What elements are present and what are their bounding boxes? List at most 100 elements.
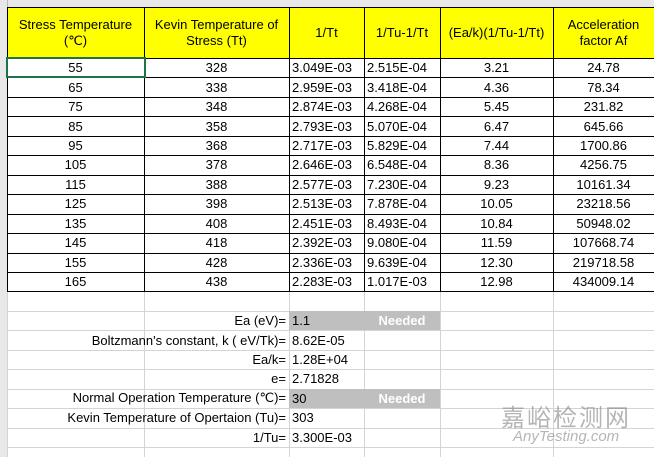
table-cell: 9.080E-04 bbox=[364, 233, 440, 253]
table-cell: 4.36 bbox=[440, 77, 553, 97]
table-cell: 2.646E-03 bbox=[289, 155, 364, 175]
table-cell: 231.82 bbox=[553, 96, 654, 117]
grid-line bbox=[7, 369, 654, 371]
table-cell: 12.98 bbox=[440, 271, 553, 292]
table-border bbox=[7, 7, 654, 8]
table-border bbox=[7, 58, 654, 59]
table-cell: 2.451E-03 bbox=[289, 213, 364, 234]
column-header: Stress Temperature (℃) bbox=[7, 7, 144, 58]
table-cell: 4.268E-04 bbox=[364, 96, 440, 117]
table-border bbox=[7, 116, 654, 118]
table-border bbox=[7, 291, 654, 293]
grid-line bbox=[7, 447, 654, 448]
table-cell: 78.34 bbox=[553, 77, 654, 97]
table-cell: 9.23 bbox=[440, 174, 553, 195]
table-cell: 10161.34 bbox=[553, 174, 654, 195]
table-cell: 5.45 bbox=[440, 96, 553, 117]
table-cell: 165 bbox=[7, 271, 144, 292]
grid-line bbox=[7, 349, 654, 351]
table-cell: 75 bbox=[7, 96, 144, 117]
table-cell: 24.78 bbox=[553, 58, 654, 78]
table-border bbox=[7, 174, 654, 176]
table-cell: 107668.74 bbox=[553, 233, 654, 253]
table-border bbox=[144, 7, 145, 292]
table-border bbox=[7, 233, 654, 235]
grid-line bbox=[7, 427, 654, 429]
table-border bbox=[7, 7, 8, 292]
table-cell: 338 bbox=[144, 77, 289, 97]
table-border bbox=[7, 77, 654, 79]
table-cell: 50948.02 bbox=[553, 213, 654, 234]
table-cell: 55 bbox=[7, 58, 144, 78]
table-border bbox=[7, 155, 654, 157]
table-cell: 1.017E-03 bbox=[364, 271, 440, 292]
table-cell: 428 bbox=[144, 252, 289, 272]
table-cell: 11.59 bbox=[440, 233, 553, 253]
table-border bbox=[7, 252, 654, 254]
table-cell: 368 bbox=[144, 135, 289, 156]
table-cell: 3.049E-03 bbox=[289, 58, 364, 78]
column-header: (Ea/k)(1/Tu-1/Tt) bbox=[440, 7, 553, 58]
table-cell: 155 bbox=[7, 252, 144, 272]
table-cell: 7.44 bbox=[440, 135, 553, 156]
table-border bbox=[7, 135, 654, 137]
param-value: 8.62E-05 bbox=[292, 332, 345, 348]
param-value: 3.300E-03 bbox=[292, 429, 352, 445]
param-label: Normal Operation Temperature (℃)= bbox=[72, 390, 286, 406]
table-cell: 23218.56 bbox=[553, 194, 654, 214]
table-cell: 2.717E-03 bbox=[289, 135, 364, 156]
param-label: Ea (eV)= bbox=[234, 313, 286, 329]
table-cell: 8.36 bbox=[440, 155, 553, 175]
table-cell: 2.336E-03 bbox=[289, 252, 364, 272]
table-cell: 9.639E-04 bbox=[364, 252, 440, 272]
table-cell: 4256.75 bbox=[553, 155, 654, 175]
param-value: 2.71828 bbox=[292, 371, 339, 387]
table-cell: 418 bbox=[144, 233, 289, 253]
table-cell: 328 bbox=[144, 58, 289, 78]
watermark-url: AnyTesting.com bbox=[513, 428, 620, 445]
table-cell: 10.84 bbox=[440, 213, 553, 234]
table-border bbox=[440, 7, 441, 292]
param-label: 1/Tu= bbox=[252, 429, 286, 445]
table-cell: 378 bbox=[144, 155, 289, 175]
table-cell: 95 bbox=[7, 135, 144, 156]
param-value: 1.1 bbox=[289, 310, 364, 331]
grid-line bbox=[7, 330, 654, 332]
table-cell: 219718.58 bbox=[553, 252, 654, 272]
table-cell: 2.515E-04 bbox=[364, 58, 440, 78]
column-header: Acceleration factor Af bbox=[553, 7, 654, 58]
grid-line bbox=[7, 408, 654, 410]
param-label: Boltzmann's constant, k ( eV/Tk)= bbox=[91, 332, 286, 348]
table-cell: 438 bbox=[144, 271, 289, 292]
column-header: 1/Tu-1/Tt bbox=[364, 7, 440, 58]
table-cell: 5.070E-04 bbox=[364, 116, 440, 136]
table-cell: 1700.86 bbox=[553, 135, 654, 156]
watermark-title: 嘉峪检测网 bbox=[501, 405, 631, 432]
table-cell: 2.283E-03 bbox=[289, 271, 364, 292]
param-value: 30 bbox=[289, 388, 364, 409]
table-border bbox=[7, 194, 654, 196]
table-cell: 3.21 bbox=[440, 58, 553, 78]
table-cell: 12.30 bbox=[440, 252, 553, 272]
table-cell: 2.959E-03 bbox=[289, 77, 364, 97]
table-border bbox=[7, 96, 654, 98]
table-cell: 85 bbox=[7, 116, 144, 136]
selected-cell bbox=[6, 57, 146, 79]
table-cell: 3.418E-04 bbox=[364, 77, 440, 97]
column-header: 1/Tt bbox=[289, 7, 364, 58]
table-cell: 2.513E-03 bbox=[289, 194, 364, 214]
table-cell: 408 bbox=[144, 213, 289, 234]
table-cell: 8.493E-04 bbox=[364, 213, 440, 234]
table-cell: 7.230E-04 bbox=[364, 174, 440, 195]
param-value: 1.28E+04 bbox=[292, 351, 349, 367]
table-cell: 145 bbox=[7, 233, 144, 253]
param-label: Kevin Temperature of Opertaion (Tu)= bbox=[67, 410, 286, 426]
table-cell: 358 bbox=[144, 116, 289, 136]
table-border bbox=[553, 7, 554, 292]
table-cell: 2.874E-03 bbox=[289, 96, 364, 117]
table-cell: 2.793E-03 bbox=[289, 116, 364, 136]
table-cell: 645.66 bbox=[553, 116, 654, 136]
table-cell: 2.392E-03 bbox=[289, 233, 364, 253]
table-cell: 2.577E-03 bbox=[289, 174, 364, 195]
